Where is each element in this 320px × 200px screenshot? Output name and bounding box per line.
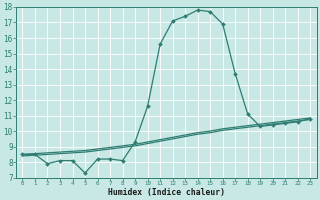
X-axis label: Humidex (Indice chaleur): Humidex (Indice chaleur) (108, 188, 225, 197)
